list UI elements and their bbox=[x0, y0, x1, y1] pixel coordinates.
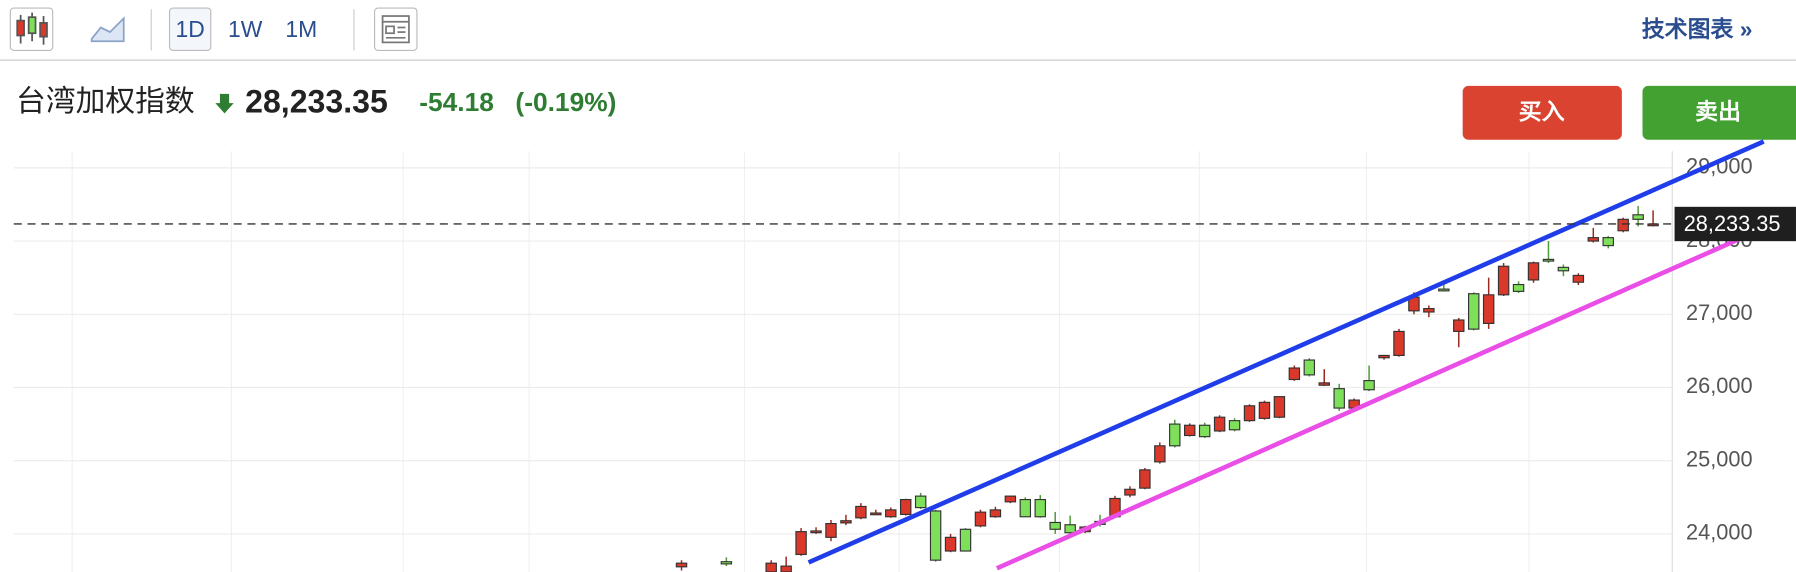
up-candle bbox=[1378, 354, 1390, 359]
down-candle bbox=[1198, 424, 1211, 438]
down-candle bbox=[959, 528, 972, 552]
down-candle bbox=[1467, 293, 1480, 330]
up-candle bbox=[1004, 495, 1017, 503]
sell-label[interactable]: 卖出 bbox=[1695, 98, 1741, 124]
up-candle bbox=[1183, 424, 1196, 437]
down-candle bbox=[1019, 498, 1032, 518]
up-candle bbox=[1453, 319, 1465, 332]
down-candle bbox=[1363, 380, 1375, 391]
up-candle bbox=[1617, 218, 1629, 232]
y-tick-label: 29,000 bbox=[1686, 154, 1753, 179]
up-candle bbox=[1482, 294, 1495, 325]
last-price-label: 28,233.35 bbox=[1684, 211, 1781, 236]
range-label[interactable]: 1D bbox=[176, 16, 205, 42]
up-candle bbox=[944, 536, 957, 552]
up-candle bbox=[1154, 445, 1166, 463]
y-tick-label: 27,000 bbox=[1686, 300, 1753, 325]
up-candle bbox=[1243, 405, 1256, 422]
down-arrow bbox=[215, 93, 234, 114]
down-candle bbox=[929, 510, 942, 561]
up-candle bbox=[1497, 265, 1510, 296]
down-candle bbox=[1512, 283, 1525, 292]
up-candle bbox=[1213, 416, 1226, 432]
down-candle bbox=[914, 495, 927, 509]
up-candle bbox=[1139, 469, 1151, 489]
up-candle bbox=[1587, 237, 1600, 242]
up-candle bbox=[765, 562, 777, 572]
down-candle bbox=[1602, 237, 1614, 247]
buy-label[interactable]: 买入 bbox=[1519, 98, 1565, 124]
up-candle bbox=[1423, 307, 1435, 313]
up-candle bbox=[1124, 488, 1136, 496]
down-candle bbox=[1169, 423, 1181, 447]
up-candle bbox=[1527, 262, 1540, 281]
trend-line bbox=[995, 228, 1759, 571]
down-candle bbox=[1049, 521, 1061, 530]
last-price-tag bbox=[1674, 206, 1796, 242]
range-label[interactable]: 1M bbox=[285, 16, 317, 42]
news-icon bbox=[381, 15, 410, 44]
up-candle bbox=[989, 509, 1002, 518]
chart: 24,00025,00026,00027,00028,00029,00028,2… bbox=[13, 139, 1796, 572]
range-label[interactable]: 1W bbox=[228, 16, 263, 42]
down-candle bbox=[1557, 266, 1570, 272]
up-candle bbox=[1258, 401, 1271, 419]
range-button[interactable] bbox=[168, 7, 212, 51]
up-candle bbox=[855, 505, 867, 519]
change-percent: (-0.19%) bbox=[515, 87, 616, 117]
down-candle bbox=[1228, 420, 1241, 431]
down-candle bbox=[1438, 288, 1450, 292]
index-name: 台湾加权指数 bbox=[16, 85, 195, 118]
down-candle bbox=[720, 561, 733, 565]
up-candle bbox=[885, 509, 897, 518]
trend-line bbox=[807, 139, 1765, 565]
up-candle bbox=[1318, 382, 1330, 386]
up-candle bbox=[675, 562, 688, 568]
down-candle bbox=[1333, 388, 1345, 409]
up-candle bbox=[825, 522, 837, 538]
up-candle bbox=[840, 520, 852, 524]
sell-button[interactable] bbox=[1642, 85, 1796, 140]
price: 28,233.35 bbox=[245, 84, 388, 120]
up-candle bbox=[795, 531, 807, 556]
up-candle bbox=[1572, 274, 1585, 283]
down-candle bbox=[1632, 214, 1644, 220]
chart-link[interactable]: 技术图表 » bbox=[1642, 16, 1753, 42]
news-button[interactable] bbox=[373, 7, 418, 51]
candle-icon bbox=[16, 12, 48, 45]
up-candle bbox=[974, 511, 987, 527]
y-tick-label: 26,000 bbox=[1686, 373, 1753, 398]
line-icon-button[interactable] bbox=[90, 16, 125, 43]
y-tick-label: 24,000 bbox=[1686, 520, 1753, 545]
up-candle bbox=[780, 565, 792, 572]
toolbar: 1D 1W 1M 技术图表 » bbox=[0, 7, 1796, 61]
up-candle bbox=[1288, 367, 1301, 381]
up-candle bbox=[900, 498, 912, 515]
down-candle bbox=[1064, 524, 1076, 534]
y-tick-label: 25,000 bbox=[1686, 446, 1753, 471]
up-candle bbox=[810, 530, 822, 534]
change: -54.18 bbox=[419, 87, 494, 117]
up-candle bbox=[1393, 330, 1405, 356]
up-candle bbox=[1273, 396, 1286, 418]
down-candle bbox=[1034, 498, 1046, 518]
quote: 台湾加权指数 28,233.35 -54.18 (-0.19%) 买入 卖出 bbox=[16, 84, 1796, 140]
down-candle bbox=[1542, 258, 1555, 262]
down-candle bbox=[1303, 359, 1316, 376]
buy-button[interactable] bbox=[1462, 85, 1622, 140]
up-candle bbox=[870, 512, 882, 516]
